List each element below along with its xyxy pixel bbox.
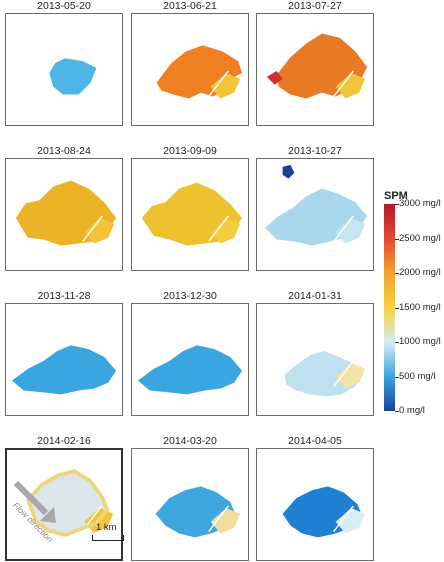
- colorbar-tick-mark: [395, 238, 399, 240]
- panel-frame: [131, 448, 249, 561]
- panel-frame: [256, 303, 374, 416]
- panel-date-label: 2013-12-30: [163, 290, 217, 302]
- spm-map-image: [264, 164, 368, 246]
- spm-map-image: [49, 58, 97, 95]
- colorbar-tick-label: 500 mg/l: [399, 370, 436, 382]
- colorbar-tick-label: 0 mg/l: [399, 405, 425, 416]
- map-panel: 2013-05-20: [5, 0, 123, 127]
- map-panel: 2013-07-27: [256, 0, 374, 127]
- panel-frame: [5, 448, 123, 561]
- panel-date-label: 2013-09-09: [163, 145, 217, 157]
- panel-date-label: 2013-06-21: [163, 0, 217, 12]
- map-panel: 2013-10-27: [256, 145, 374, 272]
- colorbar-tick-mark: [395, 204, 399, 205]
- panel-frame: [5, 13, 123, 126]
- scale-bar: [92, 535, 124, 541]
- map-panel: 2013-06-21: [131, 0, 249, 127]
- spm-map-image: [11, 345, 117, 395]
- map-panel: 2014-01-31: [256, 290, 374, 417]
- colorbar-tick-label: 2000 mg/l: [399, 267, 441, 278]
- map-panel: 2013-08-24: [5, 145, 123, 272]
- map-panel: 2013-11-28: [5, 290, 123, 417]
- colorbar-tick-mark: [395, 307, 399, 309]
- panel-frame: [131, 158, 249, 271]
- colorbar-tick-mark: [395, 273, 399, 274]
- colorbar: [384, 204, 395, 411]
- colorbar-tick-label: 3000 mg/l: [399, 198, 441, 209]
- panel-date-label: 2014-02-16: [37, 435, 91, 447]
- map-panel: 2014-04-05: [256, 435, 374, 562]
- panel-date-label: 2014-03-20: [163, 435, 217, 447]
- colorbar-title: SPM: [384, 190, 408, 202]
- panel-date-label: 2013-05-20: [37, 0, 91, 12]
- colorbar-tick-label: 1000 mg/l: [399, 336, 441, 347]
- panel-date-label: 2014-04-05: [288, 435, 342, 447]
- spm-map-image: [282, 486, 366, 538]
- colorbar-tick-mark: [395, 342, 399, 343]
- colorbar-tick-mark: [395, 376, 399, 378]
- spm-map-image: [137, 345, 243, 395]
- spm-map-image: [156, 45, 243, 99]
- spm-map-image: [284, 351, 366, 397]
- panel-date-label: 2013-08-24: [37, 145, 91, 157]
- panel-frame: [256, 448, 374, 561]
- flow-direction-arrow-icon: [13, 480, 56, 523]
- panel-frame: [5, 303, 123, 416]
- colorbar-tick-mark: [395, 411, 399, 412]
- panel-frame: [256, 158, 374, 271]
- panel-date-label: 2013-10-27: [288, 145, 342, 157]
- panel-frame: [131, 303, 249, 416]
- scale-bar-label: 1 km: [96, 522, 117, 533]
- map-panel: 2014-03-20: [131, 435, 249, 562]
- spm-map-image: [266, 33, 368, 99]
- spm-map-image: [15, 180, 117, 246]
- colorbar-tick-label: 2500 mg/l: [399, 232, 441, 244]
- spm-map-image: [141, 182, 243, 246]
- panel-frame: [256, 13, 374, 126]
- panel-frame: [5, 158, 123, 271]
- map-panel: 2014-02-16: [5, 435, 123, 562]
- colorbar-tick-label: 1500 mg/l: [399, 301, 441, 313]
- panel-frame: [131, 13, 249, 126]
- panel-date-label: 2013-11-28: [37, 290, 91, 302]
- map-panel: 2013-09-09: [131, 145, 249, 272]
- map-panel: 2013-12-30: [131, 290, 249, 417]
- panel-date-label: 2013-07-27: [288, 0, 342, 12]
- spm-map-image: [155, 486, 241, 538]
- panel-date-label: 2014-01-31: [288, 290, 342, 302]
